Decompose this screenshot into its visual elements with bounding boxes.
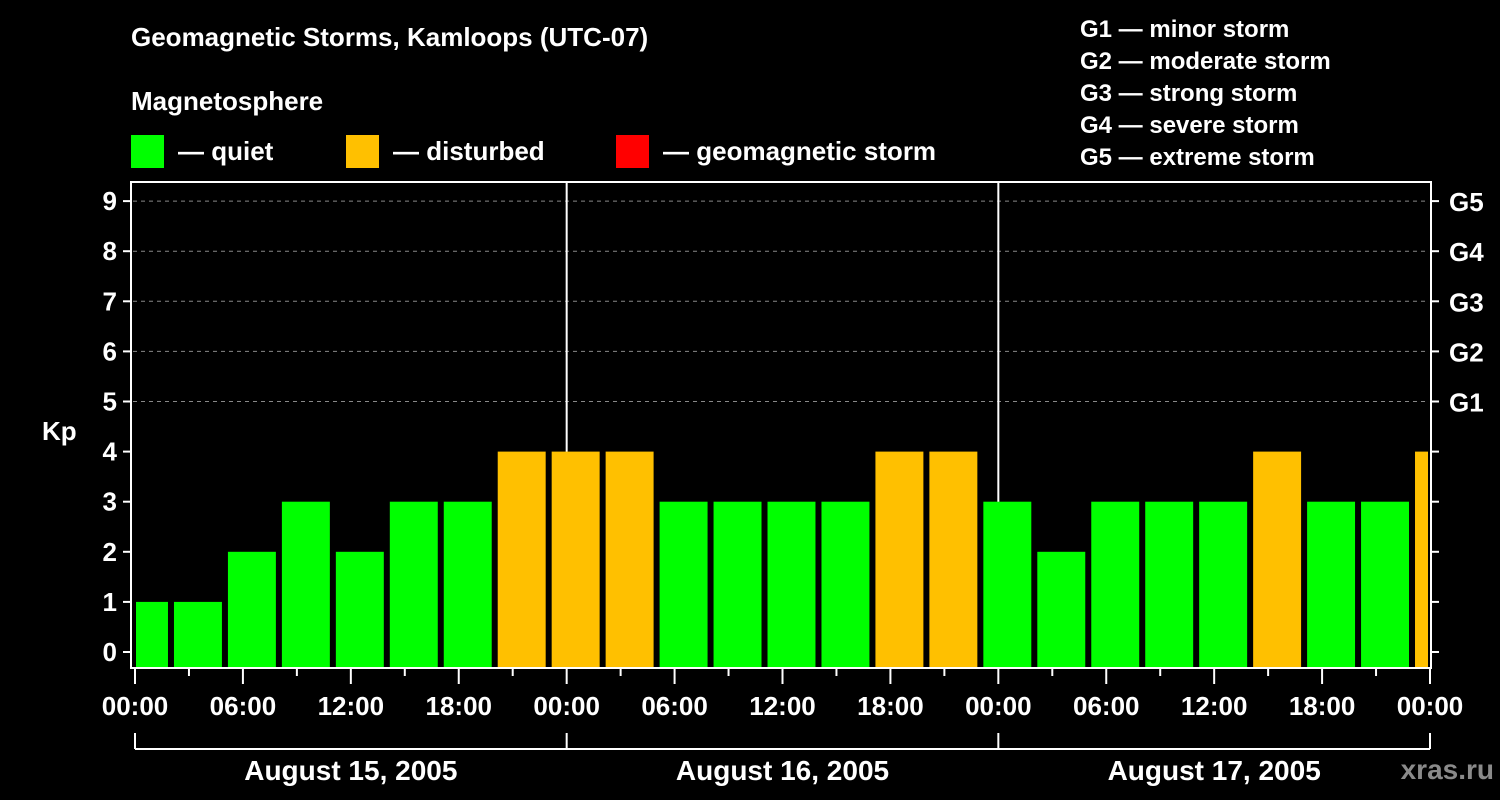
- x-tick-label: 12:00: [318, 691, 385, 721]
- x-tick-label: 06:00: [210, 691, 277, 721]
- kp-bar: [767, 501, 816, 667]
- g-legend-item: G5 — extreme storm: [1080, 144, 1315, 171]
- y-tick-label: 5: [103, 387, 117, 417]
- legend-subtitle: Magnetosphere: [131, 86, 324, 116]
- kp-bar: [1253, 451, 1302, 667]
- quiet-swatch-icon: [131, 134, 164, 168]
- g-tick-label: G1: [1449, 388, 1484, 418]
- y-tick-label: 8: [103, 236, 117, 266]
- x-tick-label: 06:00: [641, 691, 708, 721]
- kp-bar: [1307, 501, 1356, 667]
- kp-bar: [983, 501, 1032, 667]
- kp-bar: [1199, 501, 1248, 667]
- g-tick-label: G5: [1449, 187, 1484, 217]
- kp-bar: [1415, 451, 1428, 667]
- x-tick-label: 00:00: [533, 691, 600, 721]
- kp-bar: [227, 551, 276, 667]
- g-legend-item: G4 — severe storm: [1080, 112, 1299, 139]
- kp-bar: [551, 451, 600, 667]
- kp-bar: [136, 601, 168, 667]
- y-axis-label: Kp: [42, 416, 77, 446]
- day-label: August 15, 2005: [244, 755, 457, 786]
- legend-label: — geomagnetic storm: [663, 135, 937, 166]
- kp-bar: [281, 501, 330, 667]
- x-tick-label: 00:00: [1397, 691, 1464, 721]
- kp-bar: [1091, 501, 1140, 667]
- g-legend-item: G3 — strong storm: [1080, 80, 1298, 107]
- storm-swatch-icon: [616, 134, 649, 168]
- plot-frame: [130, 181, 1432, 669]
- kp-bar: [173, 601, 222, 667]
- legend-label: — disturbed: [393, 135, 545, 166]
- x-tick-label: 06:00: [1073, 691, 1140, 721]
- chart-title: Geomagnetic Storms, Kamloops (UTC-07): [131, 22, 649, 52]
- kp-bar: [821, 501, 870, 667]
- y-tick-label: 3: [103, 487, 117, 517]
- day-label: August 17, 2005: [1108, 755, 1321, 786]
- x-tick-label: 00:00: [102, 691, 169, 721]
- kp-bar: [335, 551, 384, 667]
- y-tick-label: 9: [103, 186, 117, 216]
- legend-label: — quiet: [178, 135, 274, 166]
- legend-item-disturbed: — disturbed: [346, 134, 545, 168]
- x-tick-label: 18:00: [1289, 691, 1356, 721]
- x-tick-label: 18:00: [857, 691, 924, 721]
- x-tick-label: 18:00: [426, 691, 493, 721]
- x-tick-label: 12:00: [749, 691, 816, 721]
- kp-bar: [497, 451, 546, 667]
- g-legend-item: G2 — moderate storm: [1080, 48, 1331, 75]
- y-tick-label: 0: [103, 637, 117, 667]
- disturbed-swatch-icon: [346, 134, 379, 168]
- kp-bar: [1361, 501, 1410, 667]
- kp-bar: [1037, 551, 1086, 667]
- kp-bar: [929, 451, 978, 667]
- g-scale-legend: G1 — minor storm G2 — moderate storm G3 …: [1080, 14, 1331, 174]
- x-tick-label: 12:00: [1181, 691, 1248, 721]
- y-tick-label: 6: [103, 336, 117, 366]
- y-tick-label: 7: [103, 286, 117, 316]
- g-legend-item: G1 — minor storm: [1080, 16, 1290, 43]
- legend-item-quiet: — quiet: [131, 134, 273, 168]
- watermark: xras.ru: [1400, 754, 1494, 785]
- g-tick-label: G3: [1449, 287, 1484, 317]
- day-label: August 16, 2005: [676, 755, 889, 786]
- kp-bar: [1145, 501, 1194, 667]
- g-tick-label: G2: [1449, 337, 1484, 367]
- x-tick-label: 00:00: [965, 691, 1032, 721]
- kp-bar: [713, 501, 762, 667]
- y-tick-label: 1: [103, 587, 117, 617]
- y-tick-label: 2: [103, 537, 117, 567]
- legend-item-storm: — geomagnetic storm: [616, 134, 936, 168]
- y-tick-label: 4: [103, 437, 118, 467]
- kp-bar: [389, 501, 438, 667]
- kp-bar: [605, 451, 654, 667]
- kp-bar: [443, 501, 492, 667]
- kp-bar: [875, 451, 924, 667]
- g-tick-label: G4: [1449, 237, 1484, 267]
- kp-bar: [659, 501, 708, 667]
